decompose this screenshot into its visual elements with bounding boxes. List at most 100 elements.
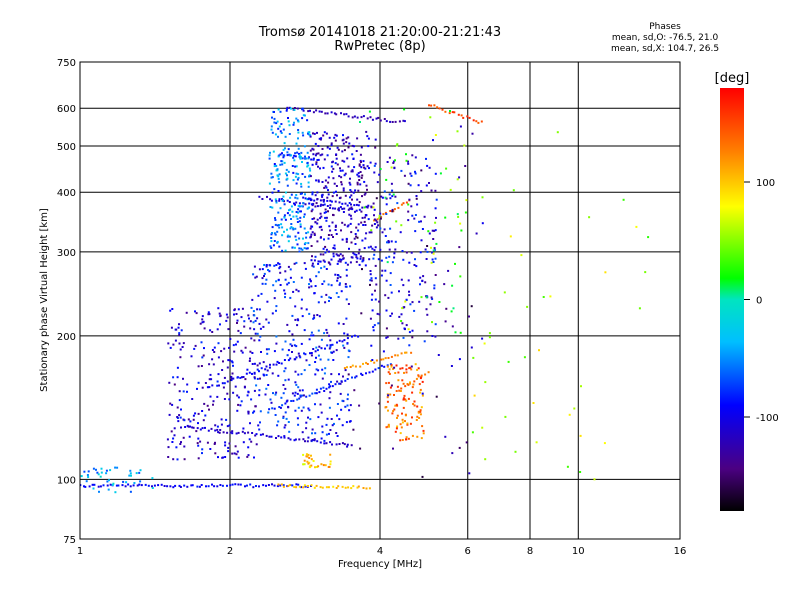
data-point xyxy=(201,321,204,324)
data-point xyxy=(317,271,320,274)
data-point xyxy=(163,485,166,487)
data-point xyxy=(236,322,238,324)
data-point xyxy=(305,427,308,430)
data-point xyxy=(418,383,421,386)
data-point xyxy=(432,252,435,255)
data-point xyxy=(270,240,273,243)
data-point xyxy=(338,254,340,257)
x-axis-label: Frequency [MHz] xyxy=(338,559,422,570)
data-point xyxy=(332,255,335,258)
data-point xyxy=(295,142,298,145)
data-point xyxy=(344,285,347,288)
data-point xyxy=(355,209,358,212)
data-point xyxy=(358,179,361,181)
data-point xyxy=(332,236,334,238)
data-point xyxy=(233,308,236,311)
data-point xyxy=(249,357,251,360)
data-point xyxy=(309,175,312,178)
data-point xyxy=(351,364,354,367)
data-point xyxy=(325,293,328,296)
data-point xyxy=(329,453,332,456)
data-point xyxy=(277,420,280,423)
data-point xyxy=(348,247,350,250)
data-point xyxy=(363,216,366,219)
data-point xyxy=(197,437,200,440)
data-point xyxy=(433,247,436,250)
data-point xyxy=(272,244,275,247)
data-point xyxy=(291,484,294,487)
data-point xyxy=(80,475,83,478)
data-point xyxy=(445,307,448,310)
data-point xyxy=(360,116,363,119)
data-point xyxy=(344,486,347,489)
data-point xyxy=(404,414,407,417)
data-point xyxy=(444,110,447,113)
data-point xyxy=(297,290,300,293)
data-point xyxy=(100,467,103,470)
data-point xyxy=(434,274,437,276)
data-point xyxy=(319,358,322,361)
data-point xyxy=(230,377,233,380)
data-point xyxy=(282,148,285,151)
data-point xyxy=(390,240,393,243)
data-point xyxy=(297,406,300,409)
data-point xyxy=(320,267,323,270)
data-point xyxy=(465,199,468,202)
data-point xyxy=(253,376,256,379)
data-point xyxy=(225,418,228,421)
data-point xyxy=(276,360,279,363)
data-point xyxy=(269,198,272,201)
data-point xyxy=(328,136,331,139)
data-point xyxy=(426,164,429,167)
data-point xyxy=(326,417,329,420)
data-point xyxy=(226,366,229,369)
data-point xyxy=(186,485,189,488)
data-point xyxy=(309,352,311,355)
data-point xyxy=(129,490,132,493)
data-point xyxy=(222,386,225,389)
data-point xyxy=(335,190,337,193)
data-point xyxy=(212,400,215,403)
data-point xyxy=(488,336,491,339)
data-point xyxy=(261,268,264,271)
data-point xyxy=(229,484,232,487)
data-point xyxy=(346,378,349,380)
data-point xyxy=(239,404,242,407)
data-point xyxy=(316,205,319,208)
data-point xyxy=(295,211,298,213)
data-point xyxy=(274,223,277,226)
data-point xyxy=(512,189,515,192)
data-point xyxy=(364,192,367,195)
data-point xyxy=(573,407,576,410)
data-point xyxy=(374,298,377,301)
data-point xyxy=(377,258,380,261)
data-point xyxy=(219,484,222,486)
data-point xyxy=(375,359,378,362)
data-point xyxy=(390,384,393,387)
data-point xyxy=(196,387,198,390)
data-point xyxy=(363,220,366,223)
data-point xyxy=(298,210,301,213)
data-point xyxy=(124,485,127,488)
data-point xyxy=(201,448,204,451)
data-point xyxy=(393,394,395,396)
data-point xyxy=(375,117,378,120)
data-point xyxy=(258,322,261,325)
data-point xyxy=(359,171,362,173)
data-point xyxy=(310,235,312,238)
data-point xyxy=(323,211,326,214)
data-point xyxy=(400,278,403,281)
data-point xyxy=(458,358,461,361)
data-point xyxy=(434,229,437,232)
data-point xyxy=(360,210,363,213)
data-point xyxy=(403,108,406,111)
data-point xyxy=(175,446,178,449)
data-point xyxy=(204,414,207,417)
data-point xyxy=(359,183,362,186)
data-point xyxy=(329,263,332,266)
data-point xyxy=(414,230,417,233)
data-point xyxy=(259,335,262,338)
data-point xyxy=(420,375,423,378)
data-point xyxy=(264,282,267,285)
data-point xyxy=(435,242,438,245)
